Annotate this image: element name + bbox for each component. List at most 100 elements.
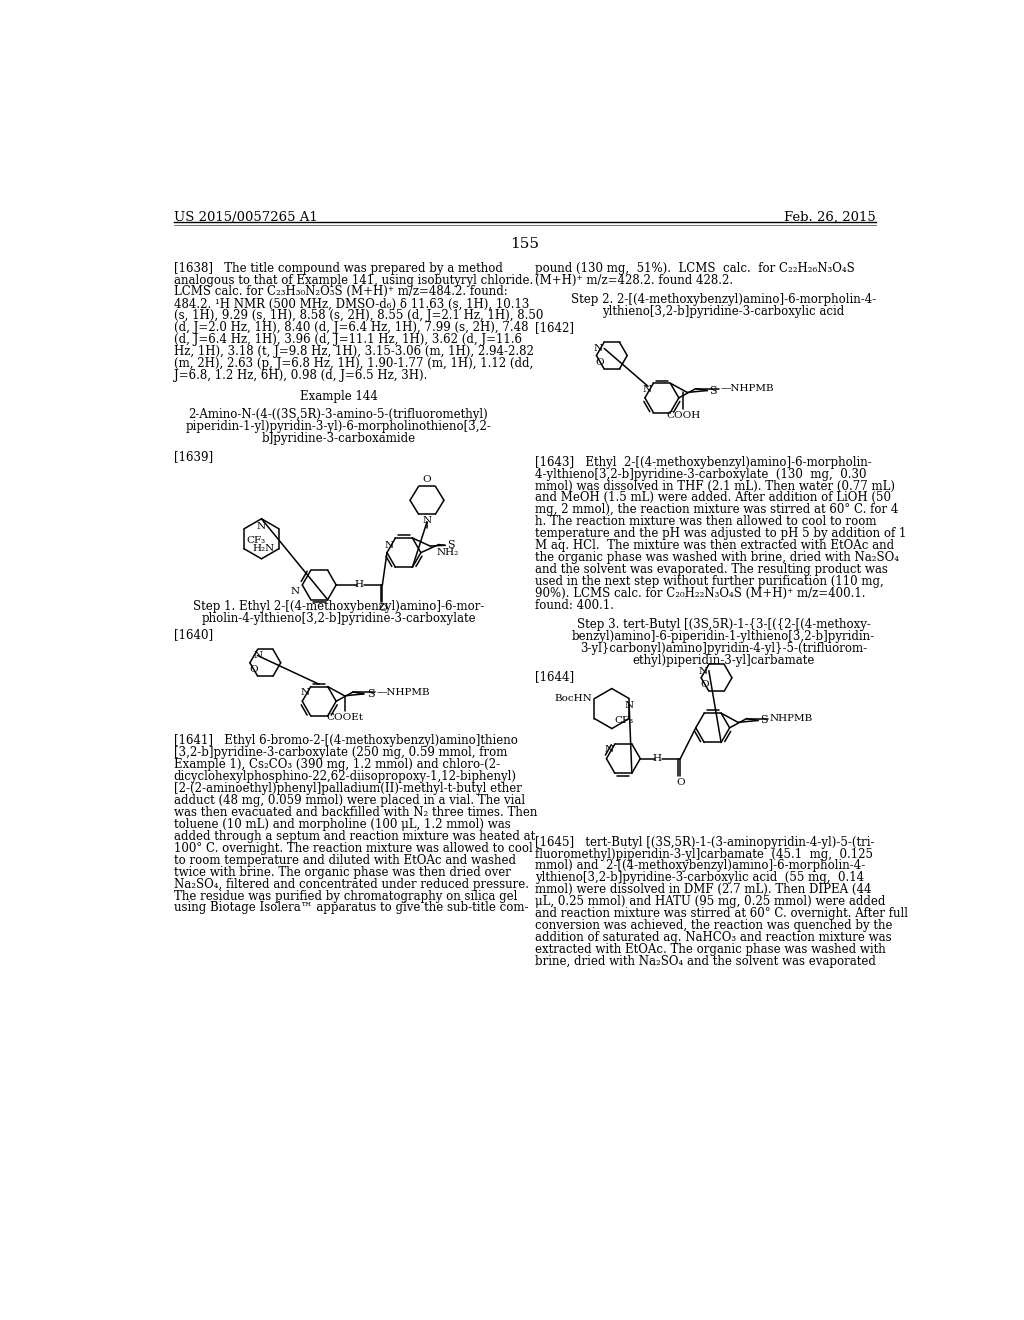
Text: Step 3. tert-Butyl [(3S,5R)-1-{3-[({2-[(4-methoxy-: Step 3. tert-Butyl [(3S,5R)-1-{3-[({2-[(…	[577, 619, 870, 631]
Text: 100° C. overnight. The reaction mixture was allowed to cool: 100° C. overnight. The reaction mixture …	[174, 842, 532, 855]
Text: 2-Amino-N-(4-((3S,5R)-3-amino-5-(trifluoromethyl): 2-Amino-N-(4-((3S,5R)-3-amino-5-(trifluo…	[188, 408, 488, 421]
Text: O: O	[249, 665, 258, 673]
Text: BocHN: BocHN	[554, 694, 592, 704]
Text: (m, 2H), 2.63 (p, J=6.8 Hz, 1H), 1.90-1.77 (m, 1H), 1.12 (dd,: (m, 2H), 2.63 (p, J=6.8 Hz, 1H), 1.90-1.…	[174, 358, 532, 370]
Text: S: S	[367, 689, 375, 698]
Text: to room temperature and diluted with EtOAc and washed: to room temperature and diluted with EtO…	[174, 854, 516, 867]
Text: J=6.8, 1.2 Hz, 6H), 0.98 (d, J=6.5 Hz, 3H).: J=6.8, 1.2 Hz, 6H), 0.98 (d, J=6.5 Hz, 3…	[174, 370, 427, 381]
Text: piperidin-1-yl)pyridin-3-yl)-6-morpholinothieno[3,2-: piperidin-1-yl)pyridin-3-yl)-6-morpholin…	[185, 420, 492, 433]
Text: H: H	[354, 581, 364, 590]
Text: (d, J=6.4 Hz, 1H), 3.96 (d, J=11.1 Hz, 1H), 3.62 (d, J=11.6: (d, J=6.4 Hz, 1H), 3.96 (d, J=11.1 Hz, 1…	[174, 333, 521, 346]
Text: Step 1. Ethyl 2-[(4-methoxybenzyl)amino]-6-mor-: Step 1. Ethyl 2-[(4-methoxybenzyl)amino]…	[193, 601, 484, 614]
Text: was then evacuated and backfilled with N₂ three times. Then: was then evacuated and backfilled with N…	[174, 807, 537, 818]
Text: ylthieno[3,2-b]pyridine-3-carboxylic acid  (55 mg,  0.14: ylthieno[3,2-b]pyridine-3-carboxylic aci…	[535, 871, 864, 884]
Text: addition of saturated aq. NaHCO₃ and reaction mixture was: addition of saturated aq. NaHCO₃ and rea…	[535, 931, 892, 944]
Text: toluene (10 mL) and morpholine (100 μL, 1.2 mmol) was: toluene (10 mL) and morpholine (100 μL, …	[174, 818, 510, 830]
Text: pound (130 mg,  51%).  LCMS  calc.  for C₂₂H₂₆N₃O₄S: pound (130 mg, 51%). LCMS calc. for C₂₂H…	[535, 261, 855, 275]
Text: N: N	[643, 384, 652, 393]
Text: μL, 0.25 mmol) and HATU (95 mg, 0.25 mmol) were added: μL, 0.25 mmol) and HATU (95 mg, 0.25 mmo…	[535, 895, 885, 908]
Text: using Biotage Isolera™ apparatus to give the sub-title com-: using Biotage Isolera™ apparatus to give…	[174, 902, 528, 915]
Text: temperature and the pH was adjusted to pH 5 by addition of 1: temperature and the pH was adjusted to p…	[535, 527, 906, 540]
Text: N: N	[291, 587, 300, 597]
Text: mg, 2 mmol), the reaction mixture was stirred at 60° C. for 4: mg, 2 mmol), the reaction mixture was st…	[535, 503, 898, 516]
Text: COOH: COOH	[667, 411, 700, 420]
Text: O: O	[423, 475, 431, 484]
Text: dicyclohexylphosphino-22,62-diisopropoxy-1,12-biphenyl): dicyclohexylphosphino-22,62-diisopropoxy…	[174, 770, 517, 783]
Text: O: O	[700, 680, 709, 689]
Text: [3,2-b]pyridine-3-carboxylate (250 mg, 0.59 mmol, from: [3,2-b]pyridine-3-carboxylate (250 mg, 0…	[174, 746, 507, 759]
Text: 4-ylthieno[3,2-b]pyridine-3-carboxylate  (130  mg,  0.30: 4-ylthieno[3,2-b]pyridine-3-carboxylate …	[535, 467, 866, 480]
Text: 484.2. ¹H NMR (500 MHz, DMSO-d₆) δ 11.63 (s, 1H), 10.13: 484.2. ¹H NMR (500 MHz, DMSO-d₆) δ 11.63…	[174, 297, 529, 310]
Text: and MeOH (1.5 mL) were added. After addition of LiOH (50: and MeOH (1.5 mL) were added. After addi…	[535, 491, 891, 504]
Text: COOEt: COOEt	[326, 713, 364, 722]
Text: found: 400.1.: found: 400.1.	[535, 599, 613, 612]
Text: —NHPMB: —NHPMB	[376, 688, 430, 697]
Text: N: N	[594, 345, 602, 354]
Text: H₂N: H₂N	[253, 544, 275, 553]
Text: [2-(2-aminoethyl)phenyl]palladium(II)-methyl-t-butyl ether: [2-(2-aminoethyl)phenyl]palladium(II)-me…	[174, 781, 521, 795]
Text: ethyl)piperidin-3-yl]carbamate: ethyl)piperidin-3-yl]carbamate	[632, 655, 815, 668]
Text: (d, J=2.0 Hz, 1H), 8.40 (d, J=6.4 Hz, 1H), 7.99 (s, 2H), 7.48: (d, J=2.0 Hz, 1H), 8.40 (d, J=6.4 Hz, 1H…	[174, 321, 528, 334]
Text: [1641]   Ethyl 6-bromo-2-[(4-methoxybenzyl)amino]thieno: [1641] Ethyl 6-bromo-2-[(4-methoxybenzyl…	[174, 734, 517, 747]
Text: [1639]: [1639]	[174, 450, 213, 463]
Text: [1638]   The title compound was prepared by a method: [1638] The title compound was prepared b…	[174, 261, 503, 275]
Text: the organic phase was washed with brine, dried with Na₂SO₄: the organic phase was washed with brine,…	[535, 552, 899, 564]
Text: S: S	[447, 540, 455, 550]
Text: NHPMB: NHPMB	[770, 714, 813, 723]
Text: S: S	[761, 715, 768, 726]
Text: extracted with EtOAc. The organic phase was washed with: extracted with EtOAc. The organic phase …	[535, 942, 886, 956]
Text: pholin-4-ylthieno[3,2-b]pyridine-3-carboxylate: pholin-4-ylthieno[3,2-b]pyridine-3-carbo…	[201, 612, 476, 626]
Text: [1643]   Ethyl  2-[(4-methoxybenzyl)amino]-6-morpholin-: [1643] Ethyl 2-[(4-methoxybenzyl)amino]-…	[535, 455, 871, 469]
Text: H: H	[652, 754, 662, 763]
Text: O: O	[676, 777, 685, 787]
Text: Example 1), Cs₂CO₃ (390 mg, 1.2 mmol) and chloro-(2-: Example 1), Cs₂CO₃ (390 mg, 1.2 mmol) an…	[174, 758, 500, 771]
Text: twice with brine. The organic phase was then dried over: twice with brine. The organic phase was …	[174, 866, 511, 879]
Text: mmol) was dissolved in THF (2.1 mL). Then water (0.77 mL): mmol) was dissolved in THF (2.1 mL). The…	[535, 479, 895, 492]
Text: N: N	[385, 541, 394, 550]
Text: —NHPMB: —NHPMB	[720, 384, 774, 393]
Text: added through a septum and reaction mixture was heated at: added through a septum and reaction mixt…	[174, 830, 535, 843]
Text: 3-yl}carbonyl)amino]pyridin-4-yl}-5-(trifluorom-: 3-yl}carbonyl)amino]pyridin-4-yl}-5-(tri…	[580, 643, 867, 655]
Text: [1644]: [1644]	[535, 671, 573, 682]
Text: (M+H)⁺ m/z=428.2. found 428.2.: (M+H)⁺ m/z=428.2. found 428.2.	[535, 273, 733, 286]
Text: [1642]: [1642]	[535, 321, 573, 334]
Text: The residue was purified by chromatography on silica gel: The residue was purified by chromatograp…	[174, 890, 517, 903]
Text: Feb. 26, 2015: Feb. 26, 2015	[784, 211, 876, 224]
Text: M aq. HCl.  The mixture was then extracted with EtOAc and: M aq. HCl. The mixture was then extracte…	[535, 539, 894, 552]
Text: N: N	[257, 521, 266, 531]
Text: N: N	[698, 667, 708, 676]
Text: benzyl)amino]-6-piperidin-1-ylthieno[3,2-b]pyridin-: benzyl)amino]-6-piperidin-1-ylthieno[3,2…	[571, 631, 876, 643]
Text: N: N	[604, 746, 613, 755]
Text: mmol) were dissolved in DMF (2.7 mL). Then DIPEA (44: mmol) were dissolved in DMF (2.7 mL). Th…	[535, 883, 871, 896]
Text: O: O	[378, 605, 387, 614]
Text: ylthieno[3,2-b]pyridine-3-carboxylic acid: ylthieno[3,2-b]pyridine-3-carboxylic aci…	[602, 305, 845, 318]
Text: LCMS calc. for C₂₃H₃₀N₂O₃S (M+H)⁺ m/z=484.2. found:: LCMS calc. for C₂₃H₃₀N₂O₃S (M+H)⁺ m/z=48…	[174, 285, 508, 298]
Text: Na₂SO₄, filtered and concentrated under reduced pressure.: Na₂SO₄, filtered and concentrated under …	[174, 878, 528, 891]
Text: brine, dried with Na₂SO₄ and the solvent was evaporated: brine, dried with Na₂SO₄ and the solvent…	[535, 954, 876, 968]
Text: [1640]: [1640]	[174, 628, 213, 642]
Text: N: N	[253, 651, 262, 660]
Text: and the solvent was evaporated. The resulting product was: and the solvent was evaporated. The resu…	[535, 564, 888, 576]
Text: analogous to that of Example 141, using isobutyryl chloride.: analogous to that of Example 141, using …	[174, 273, 532, 286]
Text: conversion was achieved, the reaction was quenched by the: conversion was achieved, the reaction wa…	[535, 919, 892, 932]
Text: 155: 155	[510, 238, 540, 251]
Text: h. The reaction mixture was then allowed to cool to room: h. The reaction mixture was then allowed…	[535, 515, 877, 528]
Text: N: N	[300, 688, 309, 697]
Text: Step 2. 2-[(4-methoxybenzyl)amino]-6-morpholin-4-: Step 2. 2-[(4-methoxybenzyl)amino]-6-mor…	[570, 293, 877, 306]
Text: adduct (48 mg, 0.059 mmol) were placed in a vial. The vial: adduct (48 mg, 0.059 mmol) were placed i…	[174, 795, 525, 807]
Text: S: S	[710, 385, 717, 396]
Text: Hz, 1H), 3.18 (t, J=9.8 Hz, 1H), 3.15-3.06 (m, 1H), 2.94-2.82: Hz, 1H), 3.18 (t, J=9.8 Hz, 1H), 3.15-3.…	[174, 345, 534, 358]
Text: [1645]   tert-Butyl [(3S,5R)-1-(3-aminopyridin-4-yl)-5-(tri-: [1645] tert-Butyl [(3S,5R)-1-(3-aminopyr…	[535, 836, 874, 849]
Text: b]pyridine-3-carboxamide: b]pyridine-3-carboxamide	[261, 432, 416, 445]
Text: NH₂: NH₂	[436, 548, 459, 557]
Text: Example 144: Example 144	[300, 391, 378, 403]
Text: N: N	[423, 516, 431, 524]
Text: CF₃: CF₃	[614, 715, 633, 725]
Text: 90%). LCMS calc. for C₂₀H₂₂N₃O₄S (M+H)⁺ m/z=400.1.: 90%). LCMS calc. for C₂₀H₂₂N₃O₄S (M+H)⁺ …	[535, 587, 865, 599]
Text: (s, 1H), 9.29 (s, 1H), 8.58 (s, 2H), 8.55 (d, J=2.1 Hz, 1H), 8.50: (s, 1H), 9.29 (s, 1H), 8.58 (s, 2H), 8.5…	[174, 309, 543, 322]
Text: O: O	[596, 358, 604, 367]
Text: mmol) and  2-[(4-methoxybenzyl)amino]-6-morpholin-4-: mmol) and 2-[(4-methoxybenzyl)amino]-6-m…	[535, 859, 865, 873]
Text: US 2015/0057265 A1: US 2015/0057265 A1	[174, 211, 317, 224]
Text: fluoromethyl)piperidin-3-yl]carbamate  (45.1  mg,  0.125: fluoromethyl)piperidin-3-yl]carbamate (4…	[535, 847, 872, 861]
Text: CF₃: CF₃	[247, 536, 265, 545]
